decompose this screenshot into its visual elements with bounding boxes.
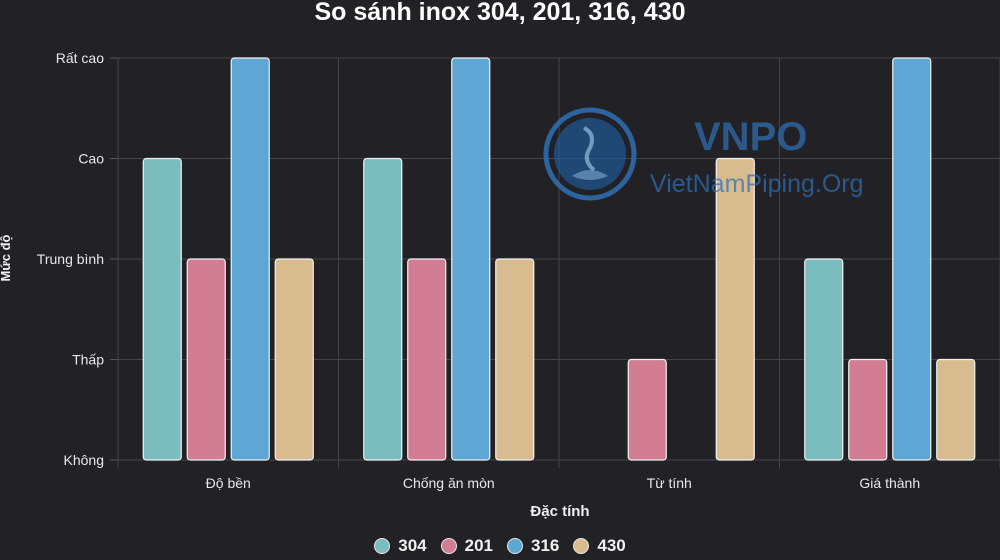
vnpo-emblem-icon [543, 107, 637, 201]
legend: 304 201 316 430 [0, 536, 1000, 556]
y-axis-label: Mức độ [0, 234, 13, 281]
bar-430 [715, 157, 755, 461]
legend-swatch [507, 538, 523, 554]
x-tick-label: Giá thành [859, 475, 920, 491]
bar-430 [495, 258, 535, 461]
y-tick-label: Không [64, 452, 104, 468]
legend-label: 304 [398, 536, 427, 555]
legend-swatch [374, 538, 391, 554]
legend-item-430[interactable]: 430 [573, 536, 626, 556]
bar-304 [804, 258, 844, 461]
bar-201 [407, 258, 447, 461]
bar-430 [274, 258, 314, 461]
x-tick-label: Chống ăn mòn [403, 475, 495, 491]
legend-swatch [440, 538, 457, 554]
bar-201 [848, 358, 888, 461]
bar-316 [892, 57, 932, 461]
legend-item-201[interactable]: 201 [440, 536, 493, 556]
bar-304 [142, 157, 182, 461]
y-tick-label: Rất cao [56, 50, 104, 66]
bar-304 [363, 157, 403, 461]
x-tick-label: Từ tính [647, 475, 692, 491]
legend-item-304[interactable]: 304 [374, 536, 427, 556]
y-tick-label: Thấp [72, 352, 104, 368]
x-axis-ticks: Độ bền Chống ăn mòn Từ tính Giá thành [206, 475, 920, 491]
bar-316 [230, 57, 270, 461]
chart-title: So sánh inox 304, 201, 316, 430 [314, 0, 686, 26]
watermark-site: VietNamPiping.Org [650, 170, 864, 198]
bar-201 [186, 258, 226, 461]
legend-item-316[interactable]: 316 [507, 536, 559, 556]
legend-label: 316 [531, 536, 560, 555]
watermark-brand: VNPO [694, 115, 807, 159]
bar-201 [627, 358, 667, 461]
bar-316 [451, 57, 491, 461]
bar-430 [936, 358, 976, 461]
y-tick-label: Trung bình [37, 251, 104, 267]
bars [142, 57, 976, 461]
x-tick-label: Độ bền [206, 475, 251, 491]
legend-label: 430 [597, 536, 626, 555]
x-axis-label: Đặc tính [530, 503, 589, 520]
y-axis-ticks: Không Thấp Trung bình Cao Rất cao [37, 50, 104, 468]
legend-swatch [573, 538, 590, 554]
vnpo-watermark-logo: VNPO VietNamPiping.Org [543, 107, 864, 201]
y-tick-label: Cao [78, 151, 104, 167]
legend-label: 201 [464, 536, 493, 555]
